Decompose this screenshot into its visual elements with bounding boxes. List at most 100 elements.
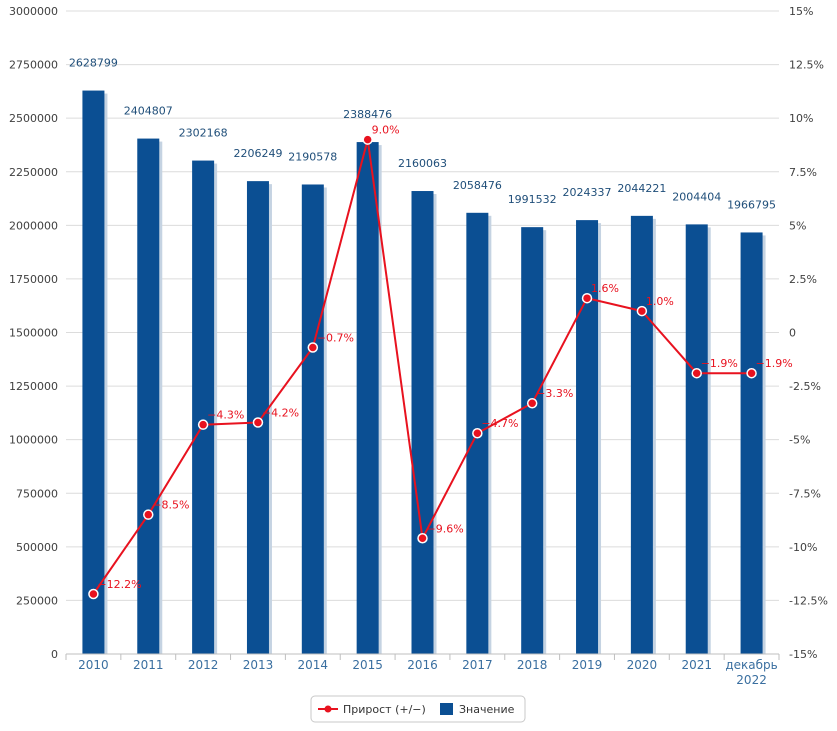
y-left-tick-label: 2250000: [9, 166, 58, 179]
bar: [301, 184, 324, 654]
y-right-tick-label: 5%: [789, 219, 806, 232]
legend-item-value[interactable]: Значение: [440, 703, 515, 716]
legend-value-swatch-icon: [440, 703, 453, 715]
growth-line: [88, 134, 757, 600]
bar: [137, 138, 160, 654]
x-tick-label: 2018: [517, 658, 548, 672]
legend-growth-label: Прирост (+/−): [343, 703, 426, 716]
growth-value-label: −8.5%: [152, 499, 189, 512]
growth-point: [362, 134, 373, 145]
growth-value-label: −1.9%: [756, 357, 793, 370]
growth-point: [143, 509, 154, 520]
growth-labels: −12.2% −8.5% −4.3% −4.2% −0.7% 9.0% −9.6% −4.7%…: [97, 124, 792, 591]
y-left-tick-label: 2750000: [9, 59, 58, 72]
x-axis: 2010 2011 2012 2013 2014 2015 2016 2017 2018 2019…: [65, 653, 780, 687]
y-right-tick-label: 12.5%: [789, 59, 824, 72]
bar: [685, 224, 708, 654]
y-left-tick-label: 250000: [16, 594, 58, 607]
x-tick-label: 2010: [78, 658, 109, 672]
bar: [411, 191, 434, 655]
growth-point: [252, 417, 264, 428]
x-tick-label: 2021: [681, 658, 712, 672]
growth-point: [197, 419, 209, 430]
growth-value-label: −1.9%: [701, 357, 738, 370]
y-right-tick-label: 10%: [789, 112, 813, 125]
x-tick-label: 2020: [627, 658, 658, 672]
x-tick-label: 2019: [572, 658, 603, 672]
bar: [82, 90, 105, 655]
bar-value-label: 2004404: [672, 190, 721, 203]
bar: [192, 160, 215, 654]
x-tick-label: 2011: [133, 658, 164, 672]
bar: [740, 232, 763, 655]
bar-value-label: 2058476: [453, 179, 502, 192]
bar-value-label: 2404807: [124, 105, 173, 118]
growth-point: [417, 533, 428, 544]
growth-value-label: 1.6%: [591, 282, 619, 295]
bar-value-label: 2206249: [233, 147, 282, 160]
bar-value-label: 2024337: [563, 186, 612, 199]
y-right-tick-label: -2.5%: [789, 380, 821, 393]
y-right-tick-label: 0: [789, 327, 796, 340]
bar-value-label: 2044221: [617, 182, 666, 195]
growth-value-label: −3.3%: [536, 387, 573, 400]
x-tick-label: 2017: [462, 658, 493, 672]
bar-value-label: 2160063: [398, 157, 447, 170]
bar-value-label: 2190578: [288, 150, 337, 163]
bar-value-label: 1966795: [727, 198, 776, 211]
y-right-tick-label: -15%: [789, 648, 817, 661]
growth-point: [88, 588, 99, 600]
bar-value-labels: 2628799 2404807 2302168 2206249 2190578 23884…: [69, 57, 776, 212]
y-left-tick-label: 2000000: [9, 219, 58, 232]
bar-value-label: 1991532: [508, 193, 557, 206]
growth-value-label: −4.3%: [207, 409, 244, 422]
x-tick-label: 2015: [352, 658, 383, 672]
growth-value-label: 1.0%: [646, 295, 674, 308]
growth-value-label: −4.2%: [262, 407, 299, 420]
growth-point: [307, 342, 319, 353]
growth-point: [636, 305, 648, 317]
growth-value-label: −9.6%: [427, 522, 464, 535]
bar: [576, 220, 599, 654]
x-tick-label: 2012: [188, 658, 219, 672]
y-left-tick-label: 1500000: [9, 327, 58, 340]
y-left-tick-label: 1000000: [9, 434, 58, 447]
y-right-tick-label: 15%: [789, 5, 813, 18]
x-tick-label: 2014: [298, 658, 329, 672]
bar-value-label: 2388476: [343, 108, 392, 121]
y-right-tick-label: -7.5%: [789, 487, 821, 500]
value-bars: [82, 90, 766, 655]
y-left-tick-label: 2500000: [9, 112, 58, 125]
x-tick-label: 2022: [736, 673, 767, 687]
y-right-tick-label: 7.5%: [789, 166, 817, 179]
growth-point: [746, 367, 757, 379]
left-axis-ticks: 0 250000 500000 750000 1000000 1250000 1500000…: [9, 5, 58, 661]
x-tick-label: 2016: [407, 658, 438, 672]
y-right-tick-label: -10%: [789, 541, 817, 554]
y-left-tick-label: 3000000: [9, 5, 58, 18]
y-right-tick-label: -12.5%: [789, 594, 828, 607]
growth-value-label: −0.7%: [317, 332, 354, 345]
y-right-tick-label: 2.5%: [789, 273, 817, 286]
bar-value-label: 2302168: [179, 127, 228, 140]
bar: [356, 142, 379, 654]
y-left-tick-label: 1750000: [9, 273, 58, 286]
growth-value-label: −12.2%: [97, 578, 141, 591]
growth-point: [472, 427, 483, 439]
growth-point: [581, 292, 593, 304]
growth-point: [526, 397, 538, 409]
growth-value-label: −4.7%: [481, 417, 518, 430]
y-left-tick-label: 1250000: [9, 380, 58, 393]
legend-item-growth[interactable]: Прирост (+/−): [318, 703, 426, 716]
y-left-tick-label: 500000: [16, 541, 58, 554]
x-tick-label: 2013: [243, 658, 274, 672]
right-axis-ticks: -15% -12.5% -10% -7.5% -5% -2.5% 0 2.5% 5% 7.5% 10…: [789, 5, 828, 661]
y-left-tick-label: 0: [51, 648, 58, 661]
legend: Прирост (+/−) Значение: [310, 695, 526, 723]
y-left-tick-label: 750000: [16, 487, 58, 500]
y-right-tick-label: -5%: [789, 434, 810, 447]
bar: [521, 227, 544, 654]
growth-value-label: 9.0%: [372, 124, 400, 137]
legend-growth-marker-icon: [324, 705, 332, 713]
